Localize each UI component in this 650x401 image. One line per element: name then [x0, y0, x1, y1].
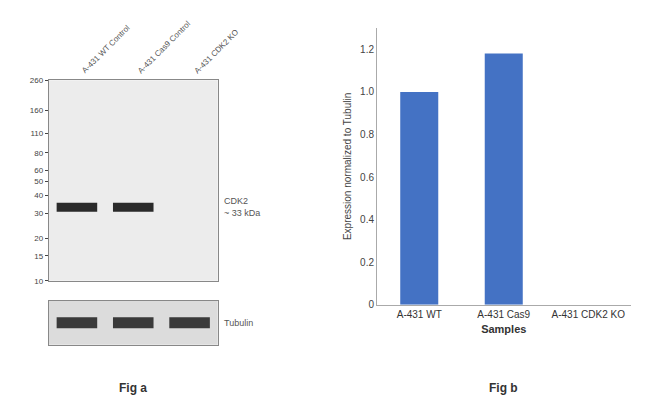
svg-text:60: 60 [34, 166, 43, 175]
svg-text:40: 40 [34, 191, 43, 200]
svg-text:0.4: 0.4 [360, 214, 374, 225]
svg-text:30: 30 [34, 209, 43, 218]
svg-text:Expression normalized to Tubul: Expression normalized to Tubulin [342, 93, 353, 240]
svg-text:A-431 WT: A-431 WT [397, 309, 442, 320]
svg-text:A-431 CDK2 KO: A-431 CDK2 KO [193, 28, 241, 76]
svg-text:CDK2~ 33 kDa: CDK2~ 33 kDa [224, 196, 260, 218]
svg-text:A-431 Cas9: A-431 Cas9 [477, 309, 530, 320]
svg-text:0: 0 [368, 299, 374, 310]
svg-text:10: 10 [34, 277, 43, 286]
svg-text:0.2: 0.2 [360, 257, 374, 268]
svg-text:160: 160 [30, 106, 44, 115]
svg-text:80: 80 [34, 149, 43, 158]
svg-text:50: 50 [34, 177, 43, 186]
svg-text:0.8: 0.8 [360, 129, 374, 140]
svg-text:Fig b: Fig b [489, 381, 518, 395]
svg-text:A-431 Cas9 Control: A-431 Cas9 Control [136, 19, 192, 75]
svg-text:15: 15 [34, 252, 43, 261]
svg-text:Tubulin: Tubulin [224, 318, 253, 328]
svg-text:A-431 CDK2 KO: A-431 CDK2 KO [552, 309, 626, 320]
svg-text:260: 260 [30, 76, 44, 85]
svg-text:Fig a: Fig a [119, 381, 147, 395]
svg-text:110: 110 [30, 129, 43, 138]
svg-text:1.0: 1.0 [360, 86, 374, 97]
svg-text:1.2: 1.2 [360, 44, 374, 55]
svg-text:Samples: Samples [481, 323, 526, 335]
svg-text:0.6: 0.6 [360, 172, 374, 183]
svg-text:20: 20 [34, 234, 43, 243]
svg-text:A-431 WT Control: A-431 WT Control [80, 23, 132, 75]
